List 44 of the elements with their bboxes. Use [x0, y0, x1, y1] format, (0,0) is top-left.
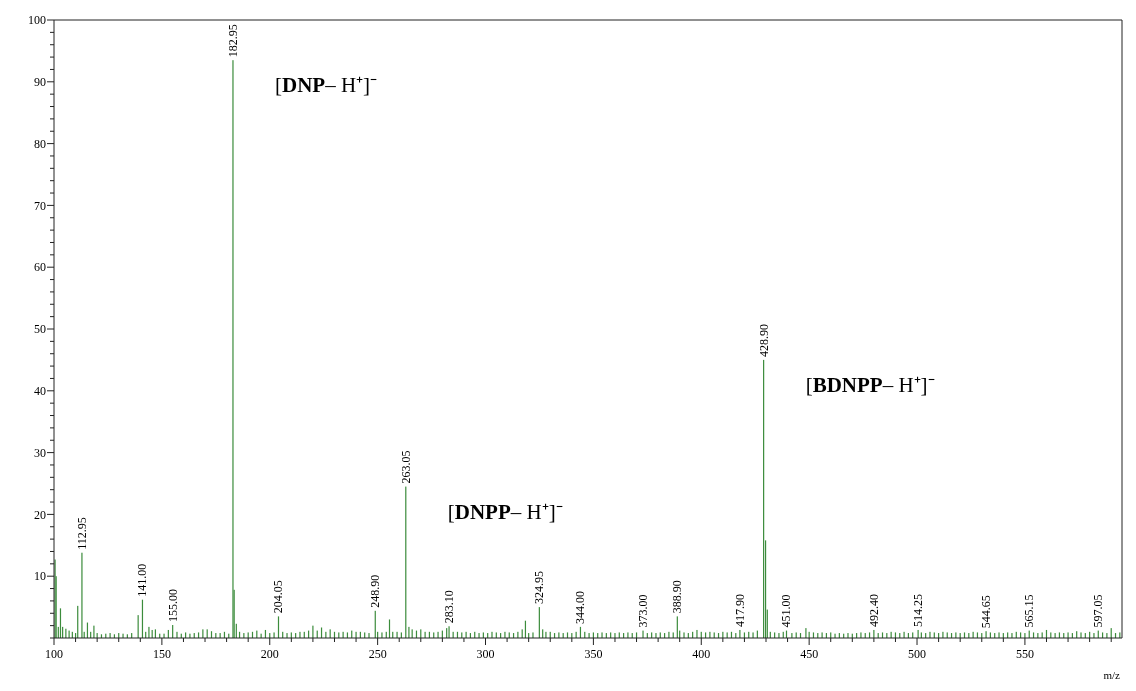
y-tick-label: 90	[34, 75, 46, 89]
annotation: 492.40	[866, 593, 881, 627]
x-tick-label: 550	[1015, 647, 1034, 661]
x-tick-label: 200	[260, 647, 279, 661]
x-tick-label: 400	[692, 647, 711, 661]
annotation: 597.05	[1091, 594, 1106, 628]
annotation: 263.05	[398, 450, 413, 484]
annotation: 283.10	[442, 590, 457, 624]
annotation: 514.25	[911, 593, 926, 627]
y-tick-label: 100	[28, 13, 46, 28]
y-tick-label: 40	[34, 384, 46, 398]
annotation: 451.00	[779, 594, 794, 628]
annotation: 344.00	[573, 590, 588, 624]
annotation: 248.90	[368, 574, 383, 608]
annotation: 204.05	[271, 580, 286, 614]
y-tick-label: 50	[34, 322, 46, 337]
y-tick-label: 80	[34, 136, 46, 151]
annotation: 324.95	[532, 571, 547, 605]
annotation: 155.00	[165, 589, 180, 623]
annotation: 141.00	[135, 563, 150, 597]
y-tick-label: 30	[34, 445, 46, 460]
y-tick-label: 10	[34, 569, 46, 584]
x-tick-label: 150	[152, 647, 171, 661]
y-tick-label: 20	[34, 507, 46, 522]
annotation: 388.90	[670, 580, 685, 614]
x-axis-title: m/z	[1103, 669, 1121, 681]
y-tick-label: 70	[34, 198, 46, 213]
y-tick-label: 60	[34, 260, 46, 275]
x-tick-label: 250	[368, 647, 387, 661]
annotation: 373.00	[636, 594, 651, 628]
x-tick-label: 300	[476, 647, 495, 661]
annotation: [DNPP– H⁺]⁻	[447, 499, 563, 524]
x-tick-label: 500	[908, 647, 927, 661]
annotation: 565.15	[1022, 594, 1037, 628]
annotation: 544.65	[979, 595, 994, 629]
annotation: 417.90	[732, 593, 747, 627]
x-tick-label: 450	[800, 647, 819, 661]
annotation: [DNP– H⁺]⁻	[274, 73, 378, 98]
annotation: 428.90	[756, 323, 771, 357]
annotation: 182.95	[225, 24, 240, 58]
annotation: 112.95	[74, 517, 89, 550]
x-tick-label: 350	[584, 647, 603, 661]
x-tick-label: 100	[45, 647, 63, 661]
annotation: [BDNPP– H⁺]⁻	[805, 372, 935, 397]
